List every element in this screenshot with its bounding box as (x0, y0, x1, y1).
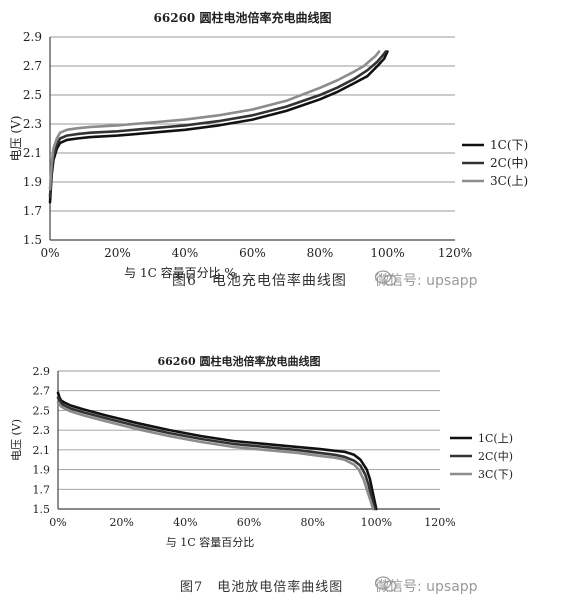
y-tick-label: 2.3 (23, 117, 42, 131)
legend-label-2: 2C(中) (478, 450, 513, 463)
x-tick-label: 120% (424, 516, 455, 529)
series-line-3 (56, 401, 375, 511)
y-tick-label: 2.9 (23, 30, 42, 44)
y-tick-label: 2.7 (23, 59, 42, 73)
x-axis-label: 与 1C 容量百分比 (166, 535, 254, 549)
y-tick-label: 1.5 (23, 233, 42, 247)
x-tick-label: 60% (239, 246, 266, 260)
series-line-1 (56, 391, 378, 511)
y-tick-label: 2.1 (23, 146, 42, 160)
x-tick-label: 60% (237, 516, 261, 529)
y-tick-label: 1.7 (33, 483, 51, 496)
x-tick-label: 100% (361, 516, 392, 529)
series-line-2 (56, 396, 377, 511)
series-line-3 (48, 50, 381, 191)
discharge-chart-svg: 66260 圆柱电池倍率放电曲线图 1.5 1.7 1.9 2.1 2.3 2.5 2.7 2.… (10, 354, 513, 549)
chart-title: 66260 圆柱电池倍率放电曲线图 (157, 354, 320, 368)
y-tick-label: 1.9 (23, 175, 42, 189)
y-axis-label: 电压 (V) (10, 419, 23, 461)
y-tick-label: 2.5 (23, 88, 42, 102)
y-tick-label: 2.7 (33, 385, 51, 398)
x-tick-label: 120% (438, 246, 472, 260)
series-line-2 (48, 50, 388, 198)
charge-figure-caption: 图6 电池充电倍率曲线图 (172, 273, 347, 289)
watermark: 微信号: upsapp (374, 576, 478, 596)
chart-title: 66260 圆柱电池倍率充电曲线图 (154, 10, 332, 25)
y-tick-label: 2.3 (33, 424, 51, 437)
x-tick-label: 0% (40, 246, 59, 260)
x-tick-label: 100% (370, 246, 404, 260)
charge-rate-chart: 66260 圆柱电池倍率充电曲线图 1.5 1.7 1.9 2.1 2.3 2.5 2.7 2.… (0, 0, 581, 300)
y-tick-label: 1.7 (23, 204, 42, 218)
watermark-text: 微信号: upsapp (375, 579, 478, 595)
x-tick-label: 40% (172, 246, 199, 260)
x-tick-label: 20% (109, 516, 133, 529)
x-tick-label: 80% (307, 246, 334, 260)
x-tick-label: 0% (49, 516, 66, 529)
legend-label-3: 3C(上) (490, 174, 528, 188)
y-axis-label: 电压 (V) (9, 116, 23, 162)
y-tick-label: 1.9 (33, 464, 51, 477)
y-tick-label: 2.1 (33, 444, 51, 457)
y-tick-label: 2.9 (33, 365, 51, 378)
watermark: 微信号: upsapp (374, 270, 478, 290)
x-tick-label: 40% (173, 516, 197, 529)
legend-label-1: 1C(下) (490, 138, 528, 152)
x-tick-label: 20% (104, 246, 131, 260)
y-tick-label: 2.5 (33, 404, 51, 417)
discharge-figure-caption: 图7 电池放电倍率曲线图 (180, 580, 344, 595)
legend-label-3: 3C(下) (478, 468, 513, 481)
x-tick-label: 80% (300, 516, 324, 529)
legend-label-1: 1C(上) (478, 432, 513, 445)
series-line-1 (48, 50, 389, 204)
x-axis-label: 与 1C 容量百分比 % (124, 265, 236, 280)
y-tick-label: 1.5 (33, 503, 51, 516)
charge-chart-svg: 66260 圆柱电池倍率充电曲线图 1.5 1.7 1.9 2.1 2.3 2.5 2.7 2.… (9, 10, 528, 280)
watermark-text: 微信号: upsapp (375, 273, 478, 289)
wechat-icon (374, 270, 397, 286)
legend-label-2: 2C(中) (490, 155, 528, 170)
wechat-icon (374, 576, 397, 592)
discharge-rate-chart: 66260 圆柱电池倍率放电曲线图 1.5 1.7 1.9 2.1 2.3 2.5 2.7 2.… (0, 300, 581, 604)
